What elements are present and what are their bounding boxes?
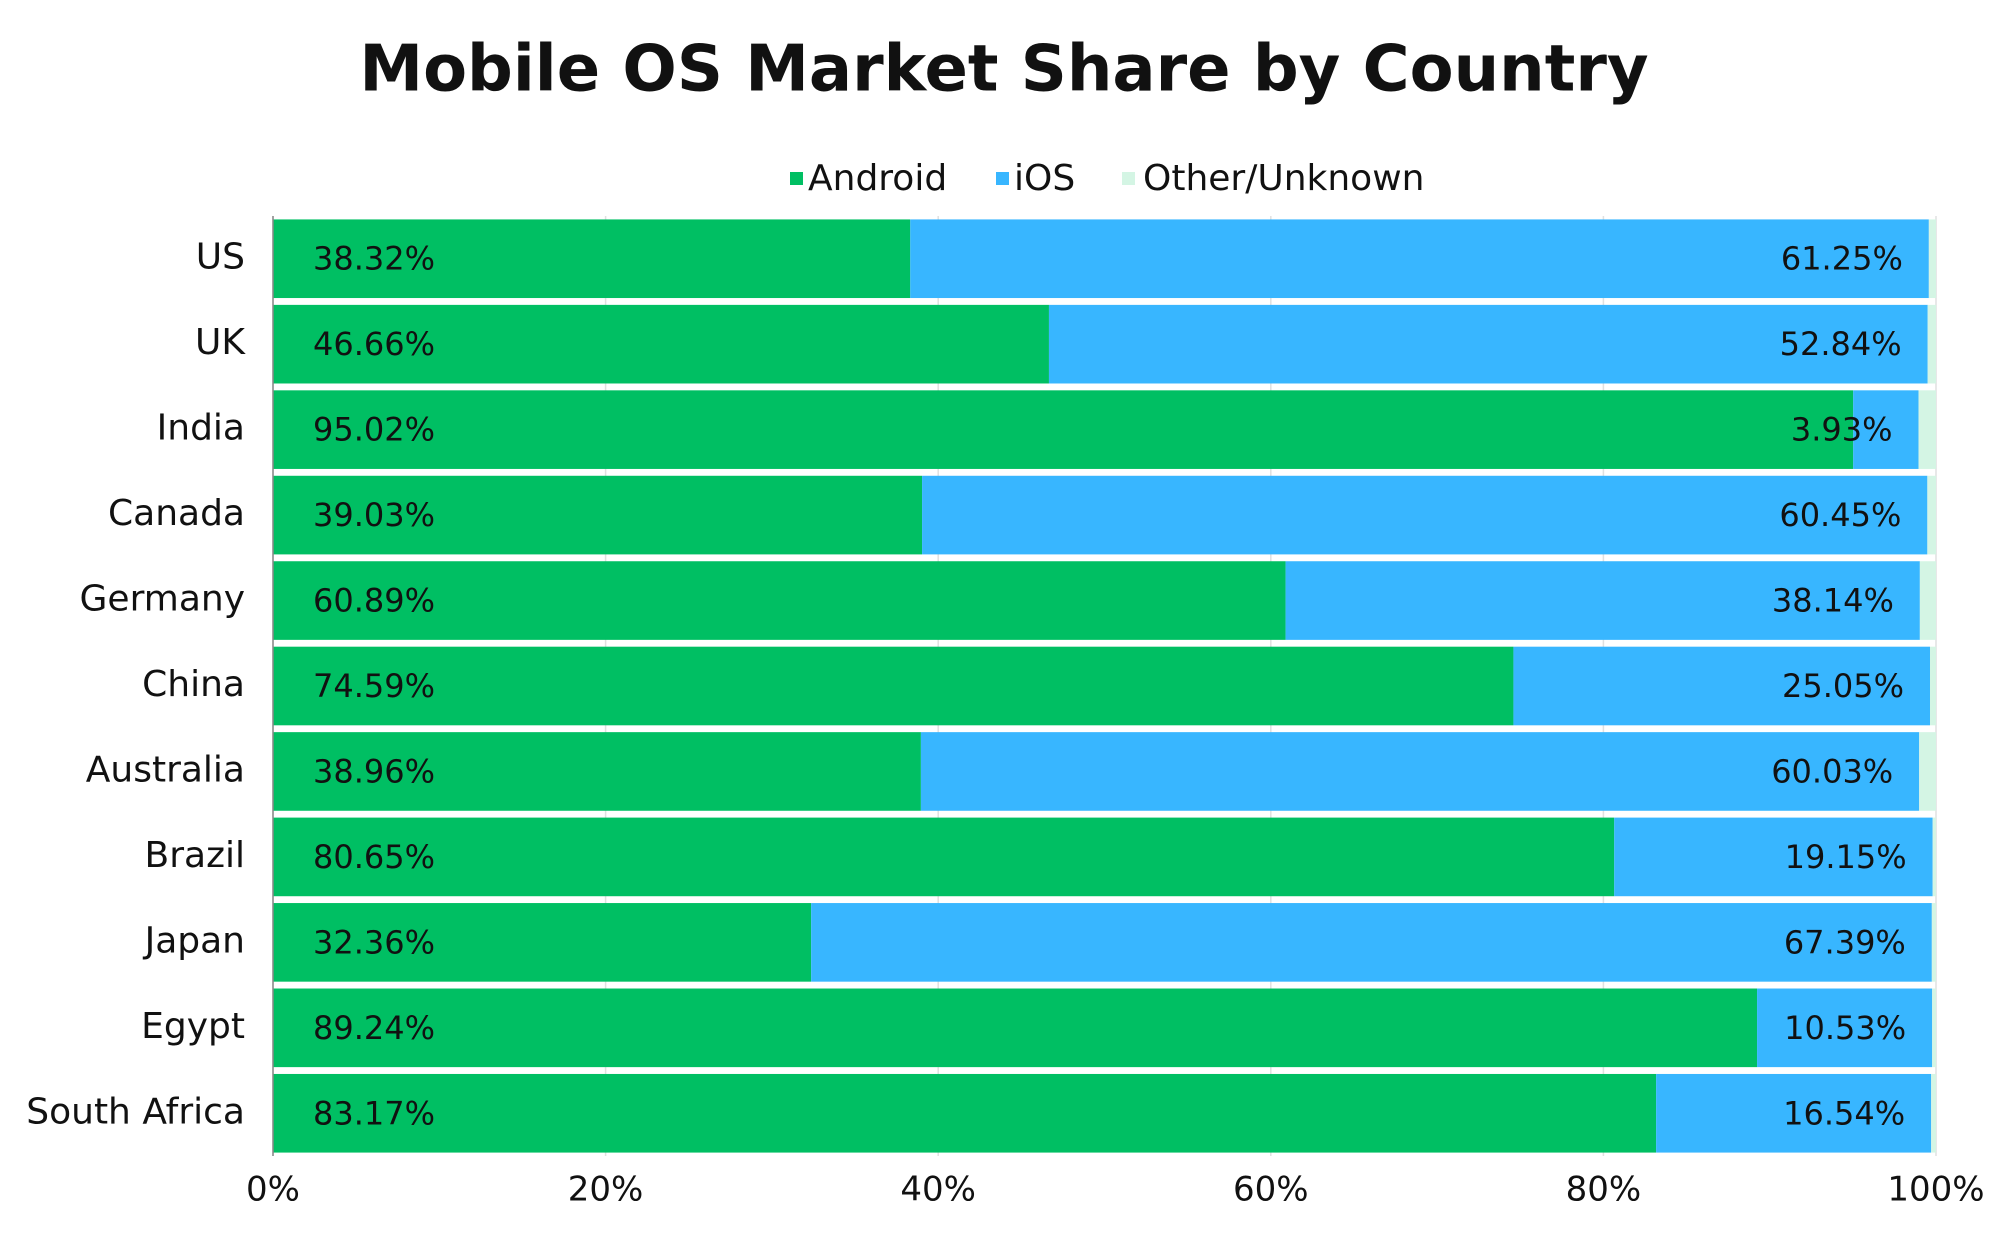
- bar-segment: [273, 903, 812, 982]
- data-label: 39.03%: [313, 496, 435, 534]
- data-label: 38.96%: [313, 752, 435, 790]
- bar-segment: [1614, 817, 1933, 897]
- legend-marker: [996, 172, 1009, 185]
- y-tick-label: Brazil: [145, 835, 245, 876]
- bar-segment: [811, 903, 1932, 982]
- legend-label: Android: [808, 158, 947, 199]
- y-tick-label: Australia: [86, 749, 245, 790]
- data-label: 32.36%: [313, 923, 435, 961]
- bar-segment: [1656, 1073, 1932, 1153]
- bar-segment: [922, 475, 1928, 555]
- data-label: 46.66%: [313, 325, 435, 363]
- bar-segment: [1853, 390, 1919, 469]
- bar-segment: [273, 304, 1049, 384]
- data-label: 19.15%: [1785, 838, 1907, 876]
- bar-segment: [1932, 817, 1936, 897]
- data-label: 16.54%: [1783, 1094, 1905, 1132]
- bar-segment: [1918, 390, 1936, 469]
- bar-segment: [273, 988, 1758, 1068]
- data-label: 38.14%: [1772, 582, 1894, 620]
- data-label: 89.24%: [313, 1009, 435, 1047]
- bar-segment: [273, 1073, 1657, 1153]
- bar-segment: [1928, 219, 1936, 299]
- bar-segment: [1931, 903, 1936, 982]
- bar-segment: [1927, 304, 1936, 384]
- data-label: 10.53%: [1784, 1009, 1906, 1047]
- y-tick-label: US: [196, 237, 245, 278]
- y-tick-label: India: [157, 408, 245, 449]
- bar-segment: [1927, 475, 1936, 555]
- bar-segment: [1757, 988, 1933, 1068]
- legend-marker: [1122, 172, 1135, 185]
- bar-segment: [1919, 732, 1936, 811]
- data-label: 38.32%: [313, 240, 435, 278]
- data-label: 60.89%: [313, 582, 435, 620]
- bar-segment: [273, 817, 1615, 897]
- data-label: 60.45%: [1779, 496, 1901, 534]
- data-label: 67.39%: [1784, 923, 1906, 961]
- y-tick-label: Egypt: [141, 1006, 245, 1047]
- x-tick-label: 60%: [1233, 1170, 1309, 1210]
- bar-segment: [273, 561, 1286, 640]
- y-tick-label: UK: [195, 322, 246, 363]
- legend-marker: [790, 172, 803, 185]
- y-tick-label: Japan: [143, 920, 245, 961]
- bar-segment: [1932, 988, 1936, 1068]
- x-tick-label: 100%: [1887, 1170, 1984, 1210]
- bar-segment: [1919, 561, 1936, 640]
- x-tick-label: 80%: [1566, 1170, 1642, 1210]
- data-label: 74.59%: [313, 667, 435, 705]
- legend-label: iOS: [1014, 158, 1075, 199]
- x-tick-label: 20%: [568, 1170, 644, 1210]
- y-tick-label: Germany: [80, 579, 245, 620]
- y-tick-label: China: [142, 664, 245, 705]
- legend-label: Other/Unknown: [1143, 158, 1424, 199]
- bar-segment: [1931, 1073, 1936, 1153]
- data-label: 83.17%: [313, 1094, 435, 1132]
- data-label: 25.05%: [1782, 667, 1904, 705]
- bar-segment: [273, 219, 911, 299]
- data-label: 60.03%: [1771, 752, 1893, 790]
- bar-segment: [273, 732, 921, 811]
- bar-segment: [1513, 646, 1931, 726]
- bar-segment: [1930, 646, 1936, 726]
- bar-segment: [1048, 304, 1928, 384]
- data-label: 52.84%: [1780, 325, 1902, 363]
- chart-title: Mobile OS Market Share by Country: [359, 33, 1648, 107]
- bar-segment: [273, 646, 1514, 726]
- y-tick-label: Canada: [108, 493, 245, 534]
- bar-segment: [273, 390, 1854, 469]
- y-tick-label: South Africa: [26, 1091, 245, 1132]
- bar-segment: [273, 475, 923, 555]
- bar-segment: [1285, 561, 1920, 640]
- bar-segment: [920, 732, 1920, 811]
- data-label: 61.25%: [1781, 240, 1903, 278]
- data-label: 3.93%: [1791, 411, 1893, 449]
- data-label: 80.65%: [313, 838, 435, 876]
- data-label: 95.02%: [313, 411, 435, 449]
- bar-segment: [910, 219, 1929, 299]
- x-tick-label: 0%: [246, 1170, 300, 1210]
- x-tick-label: 40%: [900, 1170, 976, 1210]
